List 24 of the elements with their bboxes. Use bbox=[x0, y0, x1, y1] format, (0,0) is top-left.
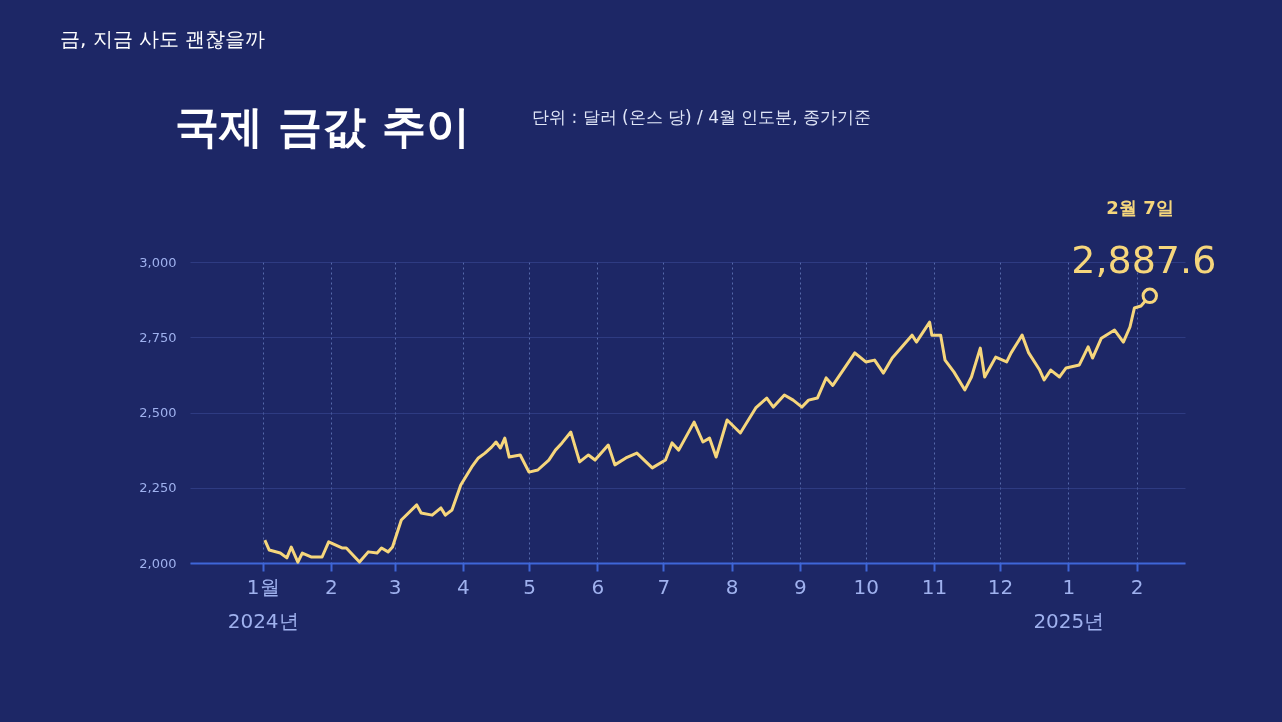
x-tick-label: 3 bbox=[388, 574, 402, 599]
x-tick-label: 2 bbox=[325, 574, 338, 599]
x-tick-label: 11 bbox=[921, 574, 948, 599]
text: 2월 7일 bbox=[1106, 197, 1174, 218]
chart-title: 국제 금값 추이 bbox=[175, 101, 470, 152]
x-tick-label: 1 2025년 bbox=[1033, 574, 1105, 633]
x-tick-label: 4 bbox=[457, 574, 470, 599]
x-tick-label: 5 bbox=[523, 574, 536, 599]
x-tick-label: 12 bbox=[987, 574, 1014, 599]
x-tick-label: 8 bbox=[725, 574, 739, 599]
x-tick-label: 1월 2024년 bbox=[227, 574, 299, 633]
text: 금, 지금 사도 괜찮을까 bbox=[60, 27, 266, 51]
chart-subtitle: 단위 : 달러 (온스 당) / 4월 인도분, 종가기준 bbox=[532, 107, 872, 127]
x-tick-label: 2 bbox=[1130, 574, 1144, 599]
y-tick-label: 2,000 bbox=[139, 555, 177, 571]
x-tick-label: 10 bbox=[853, 574, 880, 599]
x-tick-label: 6 bbox=[591, 574, 605, 599]
x-tick-label: 9 bbox=[793, 574, 807, 599]
y-tick-label: 3,000 bbox=[139, 254, 177, 270]
y-tick-label: 2,500 bbox=[139, 405, 177, 420]
annotation: 2,887.6 bbox=[1071, 237, 1217, 282]
x-tick-label: 7 bbox=[657, 574, 671, 599]
y-tick-label: 2,250 bbox=[139, 480, 177, 496]
y-tick-label: 2,750 bbox=[139, 329, 177, 345]
